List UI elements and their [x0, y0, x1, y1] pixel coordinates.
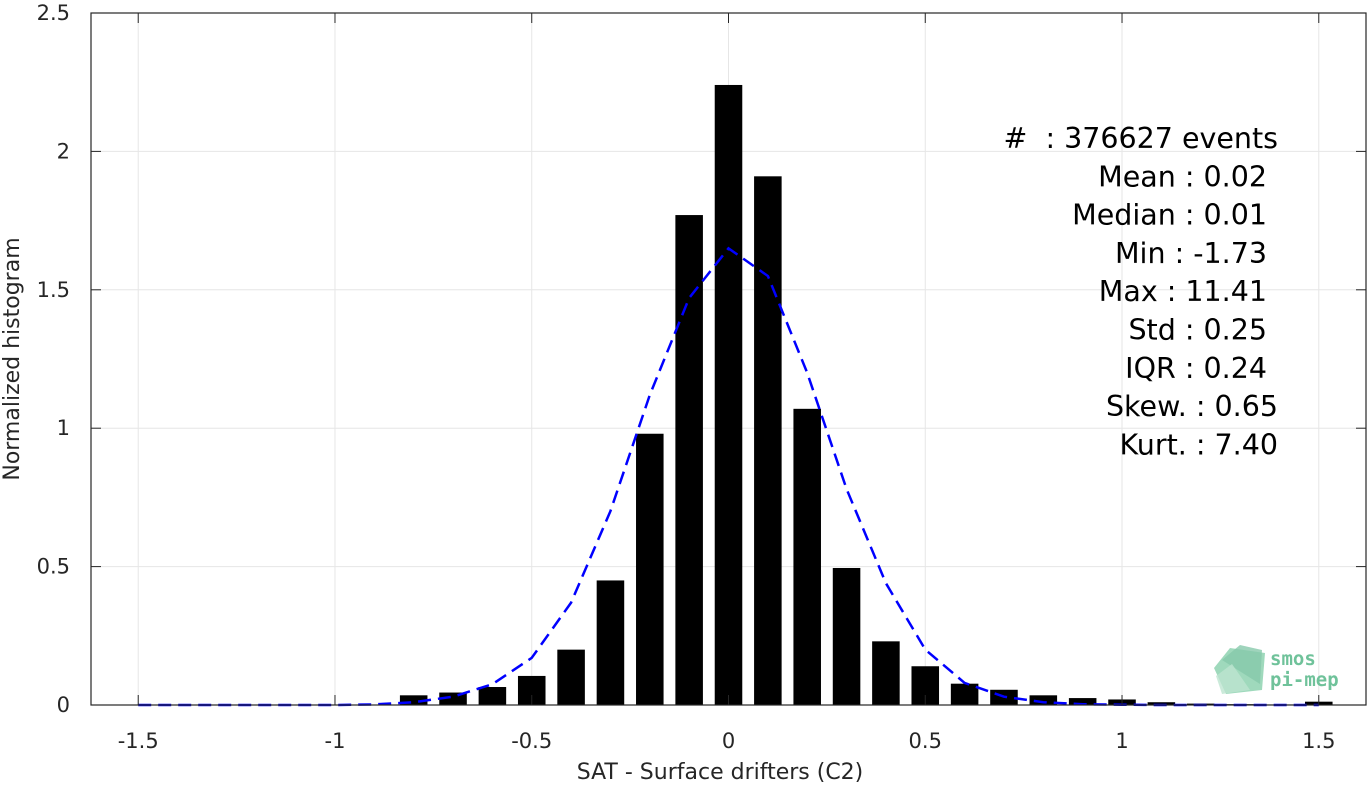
smos-pi-mep-logo: smos pi-mep [1214, 645, 1339, 694]
stats-line: Mean : 0.02 [1098, 160, 1267, 193]
stats-line: # : 376627 events [1003, 122, 1278, 155]
histogram-bar [557, 649, 585, 705]
x-tick-label: -1 [325, 729, 346, 753]
histogram-bar [675, 215, 703, 705]
x-tick-label: 1 [1115, 729, 1128, 753]
y-tick-label: 1 [57, 416, 70, 440]
y-axis-title: Normalized histogram [0, 237, 25, 480]
x-tick-label: 0.5 [909, 729, 942, 753]
histogram-bar [478, 687, 507, 705]
y-tick-labels: 0 0.5 1 1.5 2 2.5 [37, 1, 70, 717]
y-tick-label: 0 [57, 693, 70, 717]
x-tick-label: 1.5 [1302, 729, 1335, 753]
x-tick-label: 0 [722, 729, 735, 753]
histogram-bar [1068, 698, 1097, 705]
y-tick-label: 0.5 [37, 555, 70, 579]
histogram-bar [1147, 702, 1176, 705]
logo-text-line2: pi-mep [1270, 669, 1339, 691]
y-tick-label: 2.5 [37, 1, 70, 25]
axis-ticks [91, 12, 1366, 706]
stats-line: Kurt. : 7.40 [1120, 428, 1278, 461]
stats-line: Max : 11.41 [1099, 275, 1267, 308]
histogram-bar [636, 433, 664, 705]
stats-line: IQR : 0.24 [1125, 352, 1267, 385]
histogram-bar [399, 695, 428, 705]
stats-line: Std : 0.25 [1128, 314, 1267, 347]
stats-line: Median : 0.01 [1072, 199, 1267, 232]
stats-line: Min : -1.73 [1115, 237, 1267, 270]
logo-text-line1: smos [1270, 648, 1316, 670]
stats-annotation: # : 376627 events Mean : 0.02 Median : 0.0… [1003, 122, 1278, 461]
stats-line: Skew. : 0.65 [1106, 390, 1278, 423]
histogram-bar [793, 408, 821, 705]
histogram-bar [714, 84, 743, 705]
x-tick-label: -1.5 [118, 729, 159, 753]
histogram-bar [872, 641, 900, 705]
histogram-bar [754, 176, 782, 705]
bars [399, 84, 1333, 705]
histogram-bar [1029, 695, 1058, 705]
y-tick-label: 1.5 [37, 278, 70, 302]
x-tick-labels: -1.5 -1 -0.5 0 0.5 1 1.5 [118, 729, 1336, 753]
x-axis-title: SAT - Surface drifters (C2) [577, 760, 864, 785]
histogram-bar [950, 683, 979, 705]
histogram-bar [596, 580, 625, 705]
y-tick-label: 2 [57, 139, 70, 163]
histogram-bar [832, 567, 861, 705]
logo-mark-icon [1214, 645, 1265, 694]
x-tick-label: -0.5 [511, 729, 552, 753]
